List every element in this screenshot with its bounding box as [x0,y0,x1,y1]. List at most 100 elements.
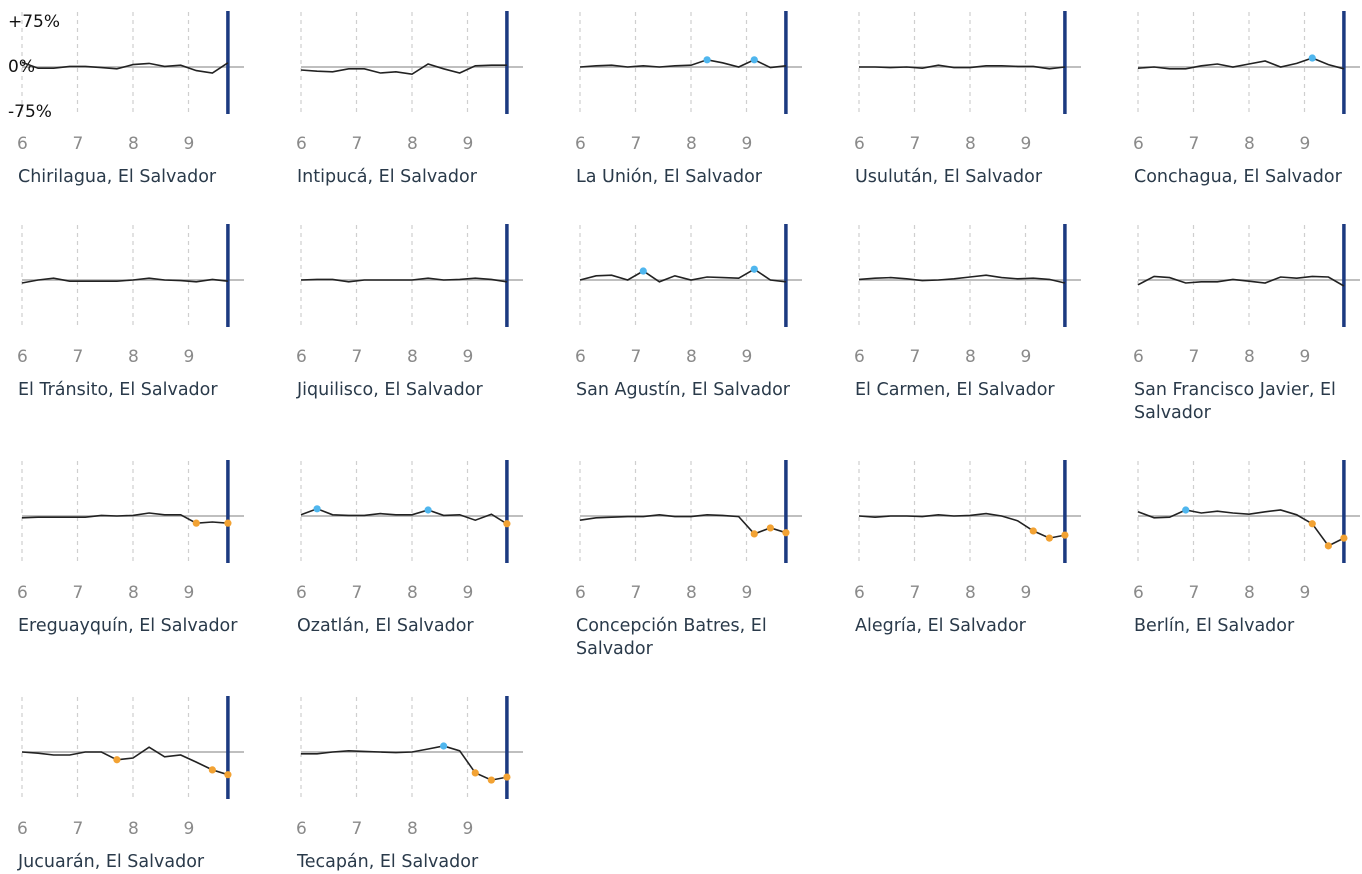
panel-title: Berlín, El Salvador [1134,616,1295,636]
highlight-point [639,267,647,275]
series-line [858,274,1066,284]
highlight-point [313,505,321,513]
x-tick-label: 6 [17,347,28,367]
highlight-point [1324,542,1332,550]
highlight-point [424,506,432,514]
x-tick-label: 9 [184,134,195,154]
highlight-point [503,520,511,528]
x-tick-label: 6 [17,134,28,154]
x-tick-label: 7 [910,347,921,367]
x-tick-label: 8 [1244,583,1255,603]
highlight-point [703,56,711,64]
highlight-point [750,56,758,64]
x-tick-label: 9 [1300,347,1311,367]
highlight-point [782,529,790,537]
x-tick-label: 6 [296,347,307,367]
panel-title: El Tránsito, El Salvador [18,380,218,400]
x-tick-label: 7 [352,134,363,154]
x-tick-label: 9 [1300,134,1311,154]
x-tick-label: 9 [1021,347,1032,367]
highlight-point [1061,531,1069,539]
x-tick-label: 6 [296,583,307,603]
x-tick-label: 6 [17,583,28,603]
x-tick-label: 6 [296,134,307,154]
panel-title: Jiquilisco, El Salvador [297,380,483,400]
x-tick-label: 8 [128,583,139,603]
panel-title: Alegría, El Salvador [855,616,1026,636]
x-tick-label: 9 [463,583,474,603]
x-tick-label: 9 [742,347,753,367]
x-tick-label: 9 [184,819,195,839]
x-tick-label: 8 [686,583,697,603]
x-tick-label: 6 [1133,583,1144,603]
series-line [300,63,507,76]
x-tick-label: 8 [1244,347,1255,367]
highlight-point [1308,54,1316,62]
x-tick-label: 6 [575,583,586,603]
x-tick-label: 8 [1244,134,1255,154]
x-tick-label: 7 [1189,347,1200,367]
x-tick-label: 6 [854,347,865,367]
series-line [21,61,229,74]
panel-title: Tecapán, El Salvador [297,852,479,872]
x-tick-label: 8 [407,347,418,367]
x-tick-label: 6 [854,583,865,603]
x-tick-label: 9 [463,134,474,154]
highlight-point [224,771,232,779]
panel-title: Ereguayquín, El Salvador [18,616,238,636]
x-tick-label: 8 [128,134,139,154]
x-tick-label: 7 [631,583,642,603]
series-line [859,64,1065,70]
series-line [1137,275,1345,287]
x-tick-label: 6 [854,134,865,154]
panel-title: Chirilagua, El Salvador [18,167,217,187]
highlight-point [1029,527,1037,535]
x-tick-label: 8 [128,347,139,367]
highlight-point [766,524,774,532]
x-tick-label: 6 [1133,347,1144,367]
highlight-point [1340,534,1348,542]
x-tick-label: 7 [631,347,642,367]
x-tick-label: 7 [73,347,84,367]
x-tick-label: 7 [352,583,363,603]
x-tick-label: 6 [17,819,28,839]
highlight-point [440,742,448,750]
x-tick-label: 7 [73,583,84,603]
x-tick-label: 9 [184,583,195,603]
panel-title: Ozatlán, El Salvador [297,616,474,636]
x-tick-label: 9 [742,134,753,154]
x-tick-label: 8 [965,583,976,603]
x-tick-label: 7 [73,819,84,839]
highlight-point [471,769,479,777]
x-tick-label: 9 [1300,583,1311,603]
highlight-point [1045,534,1053,542]
x-tick-label: 7 [73,134,84,154]
x-tick-label: 8 [407,583,418,603]
x-tick-label: 7 [910,583,921,603]
series-line [301,745,508,781]
panel-title: Conchagua, El Salvador [1134,167,1342,187]
highlight-point [192,519,200,527]
highlight-point [113,756,121,764]
y-tick-label: +75% [8,12,60,32]
highlight-point [750,530,758,538]
panel-title: San Agustín, El Salvador [576,380,790,400]
series-line [579,513,787,535]
x-tick-label: 6 [575,347,586,367]
x-tick-label: 9 [1021,583,1032,603]
panel-title: El Carmen, El Salvador [855,380,1055,400]
x-tick-label: 7 [1189,583,1200,603]
x-tick-label: 8 [686,134,697,154]
x-tick-label: 8 [407,819,418,839]
x-tick-label: 9 [742,583,753,603]
highlight-point [487,776,495,784]
x-tick-label: 7 [910,134,921,154]
panel-title: Intipucá, El Salvador [297,167,477,187]
highlight-point [1308,520,1316,528]
x-tick-label: 8 [407,134,418,154]
x-tick-label: 8 [128,819,139,839]
series-line [21,277,228,284]
x-tick-label: 6 [575,134,586,154]
